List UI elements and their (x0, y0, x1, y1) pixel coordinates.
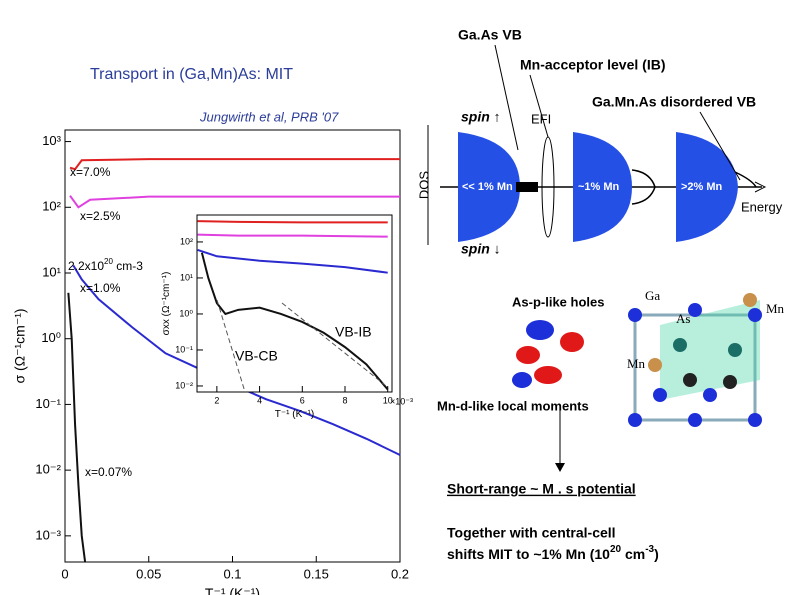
x-axis-label: T⁻¹ (K⁻¹) (275, 409, 314, 420)
y-tick-label: 10² (42, 199, 61, 214)
atom-label: Mn (627, 356, 646, 371)
label: spin ↓ (461, 241, 501, 257)
text: cm (621, 546, 645, 562)
y-axis-label: σxx (Ω⁻¹cm⁻¹) (161, 272, 172, 336)
guide (216, 299, 246, 393)
annotation: 20 (104, 257, 113, 266)
x-tick-label: 6 (300, 395, 305, 405)
label: ~1% Mn (578, 181, 620, 193)
series-label: x=7.0% (70, 165, 111, 179)
x-tick-label: 2 (214, 395, 219, 405)
x-tick-label: 0.15 (304, 566, 329, 581)
text: 20 (610, 544, 622, 555)
y-tick-label: 10⁻¹ (35, 396, 61, 411)
x-tick-label: 8 (343, 395, 348, 405)
orbitals (512, 320, 584, 388)
label: spin ↑ (461, 109, 501, 125)
y-tick-label: 10⁻² (35, 462, 61, 477)
y-tick-label: 10³ (42, 133, 61, 148)
slide-title: Transport in (Ga,Mn)As: MIT (90, 66, 293, 83)
y-tick-label: 10¹ (180, 272, 193, 282)
label: As-p-like holes (512, 294, 604, 309)
x-axis-label: T⁻¹ (K⁻¹) (205, 585, 260, 595)
text: ) (654, 546, 659, 562)
series-label: x=2.5% (80, 209, 121, 223)
y-tick-label: 10⁻¹ (175, 344, 193, 354)
y-axis-label: σ (Ω⁻¹cm⁻¹) (12, 308, 28, 383)
x-tick-label: 4 (257, 395, 262, 405)
y-tick-label: 10⁰ (41, 330, 61, 345)
plot-area (196, 214, 393, 393)
label: EFI (531, 111, 551, 126)
arrow-head (555, 463, 565, 472)
label: DOS (416, 171, 431, 200)
label: Ga.Mn.As disordered VB (592, 94, 756, 110)
guide (281, 302, 386, 386)
annotation: cm-3 (113, 259, 143, 273)
x-tick-label: 0 (61, 566, 68, 581)
annotation: VB-CB (235, 348, 278, 364)
x-note: ×10⁻³ (390, 396, 413, 406)
series-label: x=0.07% (85, 465, 132, 479)
annotation: 2.2x10 (68, 259, 104, 273)
text: -3 (645, 544, 654, 555)
label: << 1% Mn (462, 181, 513, 193)
line (69, 158, 400, 171)
y-tick-label: 10⁻² (175, 380, 193, 390)
x-tick-label: 0.05 (136, 566, 161, 581)
line (197, 233, 388, 238)
text: Short-range ~ M . s potential (447, 481, 636, 497)
annotation: VB-IB (335, 324, 372, 340)
label: >2% Mn (681, 181, 723, 193)
label: Energy (741, 199, 783, 214)
label: Mn-acceptor level (IB) (520, 57, 665, 73)
text: Together with central-cell (447, 525, 616, 541)
citation: Jungwirth et al, PRB '07 (199, 109, 339, 124)
y-tick-label: 10⁰ (179, 308, 193, 318)
line (67, 292, 87, 563)
y-tick-label: 10² (180, 236, 193, 246)
atom-label: Ga (645, 288, 660, 303)
crystal (628, 293, 762, 427)
line (69, 195, 400, 209)
line (197, 248, 388, 274)
x-tick-label: 0.1 (223, 566, 241, 581)
y-tick-label: 10¹ (42, 264, 61, 279)
label: Ga.As VB (458, 27, 522, 43)
series-label: x=1.0% (80, 281, 121, 295)
dos-diagram (427, 44, 767, 245)
annotation: 2.2x1020 cm-3 (68, 257, 143, 273)
atom-label: Mn (766, 301, 785, 316)
line (197, 220, 388, 224)
text: shifts MIT to ~1% Mn (1020 cm-3) (447, 544, 659, 562)
atom-label: As (676, 311, 690, 326)
line (200, 252, 389, 391)
x-tick-label: 10 (383, 395, 393, 405)
text: shifts MIT to ~1% Mn (10 (447, 546, 610, 562)
x-tick-label: 0.2 (391, 566, 409, 581)
label: Mn-d-like local moments (437, 398, 589, 413)
y-tick-label: 10⁻³ (35, 527, 61, 542)
